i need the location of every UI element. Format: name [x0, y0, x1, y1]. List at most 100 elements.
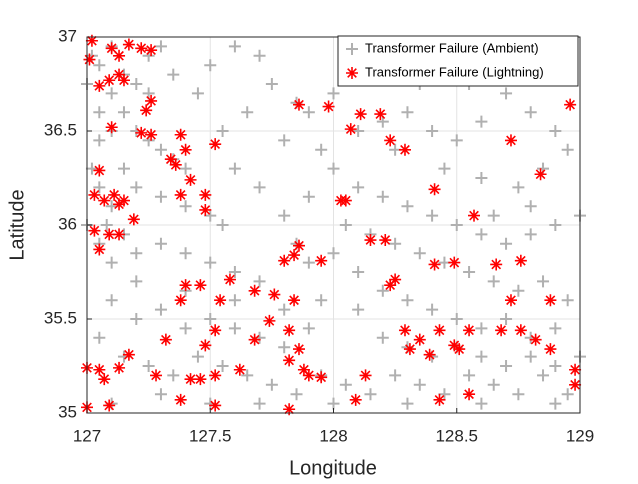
point [169, 158, 182, 171]
point [103, 399, 116, 412]
point [389, 369, 402, 382]
point [122, 38, 135, 51]
point [184, 373, 197, 386]
point [569, 363, 582, 376]
point [433, 393, 446, 406]
x-tick-label: 128.5 [435, 426, 478, 445]
y-tick-label: 36 [58, 214, 77, 233]
point [315, 254, 328, 267]
point [105, 256, 118, 269]
point [199, 203, 212, 216]
point [389, 237, 402, 250]
point [524, 350, 537, 363]
point [164, 153, 177, 166]
point [349, 393, 362, 406]
point [278, 341, 291, 354]
point [93, 331, 106, 344]
point [512, 181, 525, 194]
point [93, 164, 106, 177]
point [93, 363, 106, 376]
point [374, 108, 387, 121]
point [529, 333, 542, 346]
point [98, 373, 111, 386]
point [199, 339, 212, 352]
point [191, 87, 204, 100]
point [448, 256, 461, 269]
point [344, 123, 357, 136]
point [117, 74, 130, 87]
point [302, 322, 315, 335]
point [426, 125, 439, 137]
x-tick-label: 129 [566, 426, 594, 445]
x-tick-label: 127 [73, 426, 101, 445]
point [263, 314, 276, 327]
point [93, 79, 106, 92]
point [113, 228, 126, 241]
point [524, 106, 537, 119]
point [352, 303, 365, 316]
point [569, 378, 582, 391]
point [352, 181, 365, 194]
point [154, 303, 167, 316]
point [199, 188, 212, 201]
point [248, 333, 261, 346]
y-tick-label: 37 [58, 26, 77, 45]
point [315, 371, 328, 384]
point [561, 294, 574, 307]
point [105, 87, 118, 100]
point [98, 194, 111, 207]
point [209, 399, 222, 412]
point [228, 266, 241, 278]
point [487, 275, 500, 288]
point [93, 59, 106, 72]
point [514, 254, 527, 267]
point [302, 106, 315, 119]
point [490, 258, 503, 271]
point [426, 209, 439, 222]
point [549, 219, 562, 231]
point [135, 126, 148, 139]
point [428, 258, 441, 271]
point [179, 247, 192, 260]
point [290, 388, 303, 401]
point [113, 198, 126, 211]
point [504, 134, 517, 147]
point [241, 369, 254, 382]
point [174, 128, 187, 141]
point [103, 74, 116, 87]
point [500, 313, 513, 325]
point [433, 324, 446, 337]
point [292, 343, 305, 356]
point [512, 284, 525, 297]
point [154, 40, 167, 53]
point [339, 219, 352, 231]
point [204, 256, 217, 269]
y-tick-label: 35.5 [44, 308, 77, 327]
point [93, 243, 106, 256]
point [487, 378, 500, 391]
point [384, 134, 397, 147]
point [500, 237, 513, 250]
point [413, 333, 426, 346]
point [223, 273, 236, 286]
point [283, 354, 296, 367]
point [549, 397, 562, 410]
point [327, 397, 340, 410]
point [154, 237, 167, 250]
ticks: 127 127.5 128 128.5 129 35 35.5 36 36.5 37 [44, 26, 594, 445]
point [105, 294, 118, 307]
point [475, 350, 488, 363]
point [327, 162, 340, 175]
point [512, 388, 525, 401]
point [327, 87, 340, 100]
point [108, 188, 121, 201]
point [448, 339, 461, 352]
point [278, 303, 291, 316]
point [278, 134, 291, 147]
point [564, 98, 577, 111]
point [352, 266, 365, 278]
point [278, 209, 291, 222]
point [228, 40, 241, 53]
point [364, 234, 377, 247]
